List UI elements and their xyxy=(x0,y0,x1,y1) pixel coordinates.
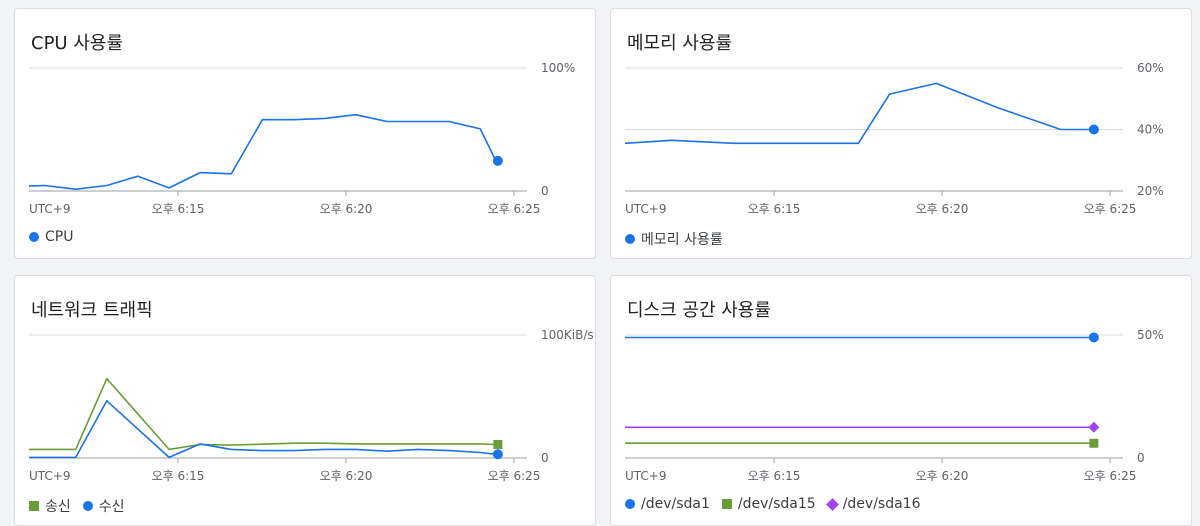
memory-y-tick-label: 60% xyxy=(1137,61,1164,75)
legend-dot-marker-icon xyxy=(625,499,635,509)
memory-card: 메모리 사용률 20% 40% 60% UTC+9 오후 6:15 오후 6:20 오후 6… xyxy=(610,8,1192,259)
memory-y-tick-label: 20% xyxy=(1137,184,1164,198)
network-y-tick-label: 0 xyxy=(541,451,549,465)
disk-end-marker xyxy=(1088,332,1099,343)
disk-y-tick-label: 0 xyxy=(1137,451,1145,465)
legend-label: 수신 xyxy=(98,499,125,515)
cpu-chart: 0 100% UTC+9 오후 6:15 오후 6:20 오후 6:25 xyxy=(28,61,575,216)
disk-chart: 0 50% UTC+9 오후 6:15 오후 6:20 오후 6:25 xyxy=(625,328,1164,483)
legend-item: 메모리 사용률 xyxy=(625,229,723,249)
cpu-x-tick-label: UTC+9 xyxy=(29,202,70,216)
disk-card-title: 디스크 공간 사용률 xyxy=(627,300,771,321)
network-end-marker xyxy=(493,439,503,449)
memory-end-marker xyxy=(1088,124,1099,135)
disk-card: 디스크 공간 사용률 0 50% UTC+9 오후 6:15 오후 6:20 오후 6:2… xyxy=(610,275,1192,526)
legend-label: 메모리 사용률 xyxy=(641,232,723,248)
network-x-tick-label: 오후 6:15 xyxy=(152,469,205,483)
legend-item: 수신 xyxy=(82,496,125,516)
network-chart: 0 100KiB/s UTC+9 오후 6:15 오후 6:20 오후 6:25 xyxy=(29,328,594,483)
cpu-x-tick-label: 오후 6:25 xyxy=(488,202,541,216)
memory-x-tick-label: 오후 6:20 xyxy=(916,202,969,216)
legend-label: /dev/sda1 xyxy=(641,496,710,512)
memory-x-tick-label: UTC+9 xyxy=(625,202,666,216)
disk-x-tick-label: UTC+9 xyxy=(625,469,666,483)
memory-x-tick-label: 오후 6:25 xyxy=(1084,202,1137,216)
network-x-tick-label: 오후 6:20 xyxy=(320,469,373,483)
disk-x-tick-label: 오후 6:15 xyxy=(748,469,801,483)
network-x-tick-label: UTC+9 xyxy=(29,469,70,483)
disk-x-tick-label: 오후 6:25 xyxy=(1084,469,1137,483)
cpu-x-tick-label: 오후 6:20 xyxy=(320,202,373,216)
cpu-end-marker xyxy=(492,155,503,166)
legend-dot-marker-icon xyxy=(625,234,635,244)
disk-legend: /dev/sda1/dev/sda15/dev/sda16 xyxy=(625,496,920,512)
legend-dot-marker-icon xyxy=(29,232,39,242)
memory-series-line xyxy=(624,82,1092,145)
memory-chart: 20% 40% 60% UTC+9 오후 6:15 오후 6:20 오후 6:25 xyxy=(624,61,1164,216)
disk-end-marker xyxy=(1089,438,1099,448)
network-card-title: 네트워크 트래픽 xyxy=(31,300,153,321)
cpu-card-title: CPU 사용률 xyxy=(31,33,123,54)
disk-y-tick-label: 50% xyxy=(1137,328,1164,342)
legend-item: 송신 xyxy=(29,496,71,516)
legend-item: /dev/sda1 xyxy=(625,496,710,512)
legend-diamond-marker-icon xyxy=(825,497,839,511)
legend-label: /dev/sda16 xyxy=(842,496,921,512)
legend-item: /dev/sda16 xyxy=(825,496,921,512)
cpu-card: CPU 사용률 0 100% UTC+9 오후 6:15 오후 6:20 오후 6:25 … xyxy=(14,8,596,259)
legend-dot-marker-icon xyxy=(82,501,93,511)
memory-y-tick-label: 40% xyxy=(1137,123,1164,137)
legend-label: 송신 xyxy=(45,499,71,515)
network-y-tick-label: 100KiB/s xyxy=(541,328,594,342)
network-series-line xyxy=(29,377,496,451)
cpu-y-tick-label: 0 xyxy=(541,184,549,198)
cpu-x-tick-label: 오후 6:15 xyxy=(152,202,205,216)
disk-x-tick-label: 오후 6:20 xyxy=(916,469,969,483)
legend-item: CPU xyxy=(29,229,73,245)
memory-legend: 메모리 사용률 xyxy=(625,229,723,249)
disk-end-marker xyxy=(1088,421,1100,433)
legend-square-marker-icon xyxy=(721,499,732,509)
network-end-marker xyxy=(492,449,503,460)
cpu-legend: CPU xyxy=(29,229,73,245)
network-legend: 송신 수신 xyxy=(29,496,125,516)
network-card: 네트워크 트래픽 0 100KiB/s UTC+9 오후 6:15 오후 6:20 오후 … xyxy=(14,275,596,526)
memory-x-tick-label: 오후 6:15 xyxy=(748,202,801,216)
cpu-series-line xyxy=(28,113,497,190)
cpu-y-tick-label: 100% xyxy=(541,61,575,75)
legend-item: /dev/sda15 xyxy=(721,496,816,512)
network-x-tick-label: 오후 6:25 xyxy=(488,469,541,483)
legend-square-marker-icon xyxy=(29,501,39,511)
network-series-line xyxy=(29,400,496,459)
legend-label: /dev/sda15 xyxy=(737,496,816,512)
legend-label: CPU xyxy=(45,229,74,245)
memory-card-title: 메모리 사용률 xyxy=(627,33,733,54)
